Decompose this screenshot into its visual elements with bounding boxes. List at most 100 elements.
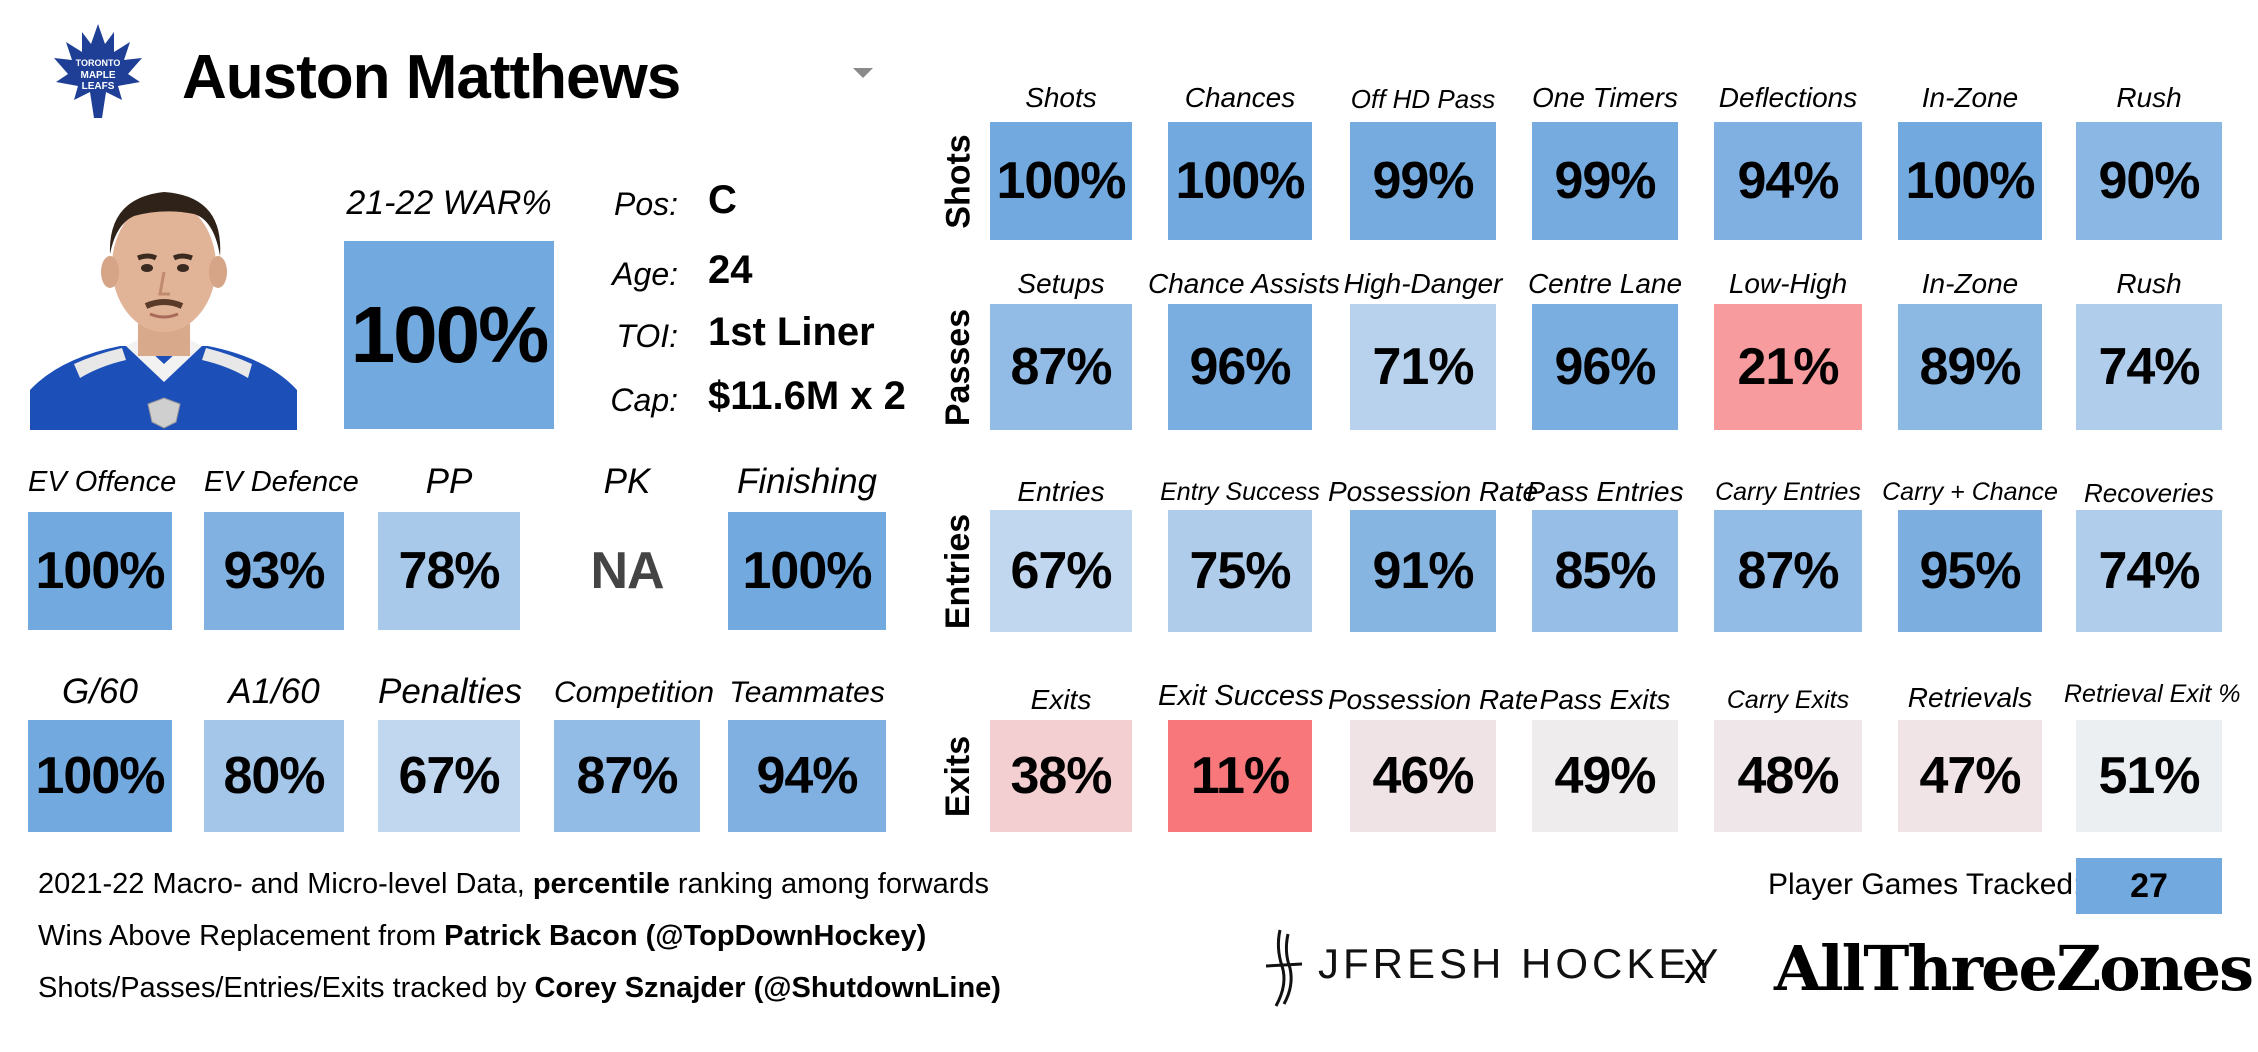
finishing-label: Finishing: [736, 462, 878, 501]
retrieval-exit-label: Retrieval Exit %: [2064, 680, 2241, 708]
off-hd-pass-label: Off HD Pass: [1350, 84, 1496, 114]
svg-text:TORONTO: TORONTO: [76, 58, 121, 68]
recoveries-label: Recoveries: [2083, 478, 2215, 508]
one-timers-cell: 99%: [1532, 122, 1678, 240]
allthreezones-brand: AllThreeZones: [1774, 932, 2254, 1005]
exits-possession-rate-cell: 46%: [1350, 720, 1496, 832]
player-name: Auston Matthews: [182, 43, 681, 112]
carry-chance-label: Carry + Chance: [1882, 478, 2058, 506]
pk-cell: NA: [556, 512, 698, 630]
g60-cell: 100%: [28, 720, 172, 832]
entries-label: Entries: [1017, 476, 1105, 507]
ev-offence-label: EV Offence: [28, 466, 177, 498]
cap-value: $11.6M x 2: [708, 374, 906, 418]
shots-label: Shots: [1025, 82, 1097, 113]
teammates-label: Teammates: [729, 676, 885, 709]
player-headshot: [30, 168, 297, 430]
shots-cell: 100%: [990, 122, 1132, 240]
carry-entries-label: Carry Entries: [1715, 478, 1861, 506]
cap-label: Cap:: [610, 382, 678, 418]
footer-line-2: Wins Above Replacement from Patrick Baco…: [38, 920, 927, 952]
off-hd-pass-cell: 99%: [1350, 122, 1496, 240]
carry-chance-cell: 95%: [1898, 510, 2042, 632]
pass-entries-label: Pass Entries: [1526, 476, 1684, 507]
deflections-label: Deflections: [1718, 82, 1858, 113]
war-value: 100%: [344, 241, 554, 429]
shots-rush-cell: 90%: [2076, 122, 2222, 240]
pp-label: PP: [425, 462, 473, 501]
penalties-label: Penalties: [378, 672, 522, 711]
low-high-cell: 21%: [1714, 304, 1862, 430]
chance-assists-label: Chance Assists: [1148, 268, 1340, 299]
shots-rush-label: Rush: [2116, 82, 2182, 113]
footer-line-1: 2021-22 Macro- and Micro-level Data, per…: [38, 868, 989, 900]
exits-possession-rate-label: Possession Rate: [1328, 684, 1539, 715]
ev-defence-cell: 93%: [204, 512, 344, 630]
chance-assists-cell: 96%: [1168, 304, 1312, 430]
jfresh-hockey-brand: JFRESH HOCKEY: [1318, 940, 1723, 987]
shots-in-zone-label: In-Zone: [1921, 82, 2019, 113]
games-tracked-label: Player Games Tracked:: [1768, 868, 2082, 901]
finishing-cell: 100%: [728, 512, 886, 630]
low-high-label: Low-High: [1728, 268, 1848, 299]
row-label-shots: Shots: [939, 133, 978, 229]
entries-cell: 67%: [990, 510, 1132, 632]
penalties-cell: 67%: [378, 720, 520, 832]
teammates-cell: 94%: [728, 720, 886, 832]
chances-cell: 100%: [1168, 122, 1312, 240]
row-label-entries: Entries: [939, 513, 978, 629]
row-label-exits: Exits: [939, 735, 978, 817]
pass-exits-cell: 49%: [1532, 720, 1678, 832]
competition-label: Competition: [554, 676, 715, 709]
ev-offence-cell: 100%: [28, 512, 172, 630]
entries-possession-rate-cell: 91%: [1350, 510, 1496, 632]
carry-exits-cell: 48%: [1714, 720, 1862, 832]
retrievals-label: Retrievals: [1907, 682, 2033, 713]
high-danger-label: High-Danger: [1343, 268, 1503, 299]
entry-success-cell: 75%: [1168, 510, 1312, 632]
age-label: Age:: [612, 256, 678, 292]
shots-in-zone-cell: 100%: [1898, 122, 2042, 240]
carry-exits-label: Carry Exits: [1726, 686, 1850, 714]
retrieval-exit-cell: 51%: [2076, 720, 2222, 832]
high-danger-cell: 71%: [1350, 304, 1496, 430]
exits-label: Exits: [1030, 684, 1092, 715]
games-tracked-value: 27: [2076, 858, 2222, 914]
entry-success-label: Entry Success: [1160, 478, 1320, 506]
a160-label: A1/60: [228, 672, 320, 711]
exits-cell: 38%: [990, 720, 1132, 832]
recoveries-cell: 74%: [2076, 510, 2222, 632]
footer-line-3: Shots/Passes/Entries/Exits tracked by Co…: [38, 972, 1001, 1004]
exit-success-label: Exit Success: [1158, 680, 1324, 712]
pos-value: C: [708, 178, 737, 222]
jfresh-logo-icon: [1258, 928, 1308, 1008]
a160-cell: 80%: [204, 720, 344, 832]
setups-cell: 87%: [990, 304, 1132, 430]
passes-rush-cell: 74%: [2076, 304, 2222, 430]
g60-label: G/60: [62, 672, 138, 711]
pass-entries-cell: 85%: [1532, 510, 1678, 632]
setups-label: Setups: [1017, 268, 1105, 299]
one-timers-label: One Timers: [1532, 82, 1679, 113]
row-label-passes: Passes: [939, 308, 978, 426]
centre-lane-cell: 96%: [1532, 304, 1678, 430]
toi-label: TOI:: [616, 318, 678, 354]
brand-separator: x: [1684, 944, 1706, 993]
retrievals-cell: 47%: [1898, 720, 2042, 832]
centre-lane-label: Centre Lane: [1527, 268, 1683, 299]
exit-success-cell: 11%: [1168, 720, 1312, 832]
svg-text:LEAFS: LEAFS: [82, 81, 115, 92]
passes-rush-label: Rush: [2116, 268, 2182, 299]
player-dropdown-chevron-icon[interactable]: [852, 66, 874, 80]
team-logo: TORONTO MAPLE LEAFS: [52, 22, 144, 120]
pk-label: PK: [603, 462, 651, 501]
toi-value: 1st Liner: [708, 310, 875, 354]
passes-in-zone-cell: 89%: [1898, 304, 2042, 430]
chances-label: Chances: [1184, 82, 1296, 113]
competition-cell: 87%: [554, 720, 700, 832]
pass-exits-label: Pass Exits: [1539, 684, 1671, 715]
pp-cell: 78%: [378, 512, 520, 630]
deflections-cell: 94%: [1714, 122, 1862, 240]
pos-label: Pos:: [613, 186, 678, 222]
svg-text:MAPLE: MAPLE: [81, 70, 116, 81]
